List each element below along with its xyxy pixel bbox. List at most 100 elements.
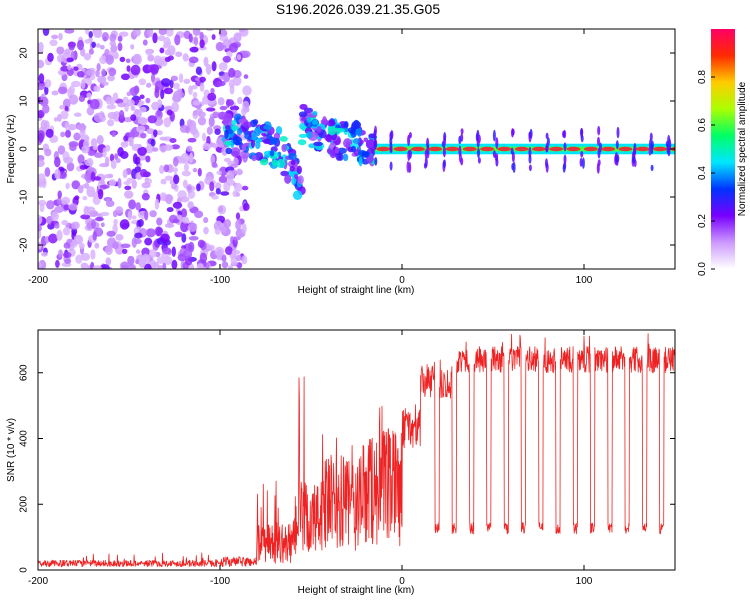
y-tick-label: 600 [19,364,30,381]
transition-blob [288,152,297,161]
noise-blob [216,248,223,259]
spectrogram-y-ticks: -20 -10 0 10 20 [19,47,675,252]
noise-blob [243,74,249,79]
noise-blob [121,248,128,255]
transition-blob [365,139,376,150]
noise-blob [56,114,62,122]
noise-blob [192,100,201,106]
sideband-blob [460,128,464,135]
transition-blob [263,124,272,130]
noise-blob [231,249,241,255]
noise-blob [64,258,72,265]
noise-blob [214,182,222,190]
x-tick-label: -200 [28,275,48,286]
noise-blob [209,181,215,192]
carrier-peak [635,146,650,152]
noise-blob [160,233,170,243]
noise-blob [42,29,50,37]
sideband-blob [616,154,620,163]
noise-blob [120,151,129,159]
noise-blob [188,85,193,95]
noise-blob [119,219,130,230]
transition-blob [279,135,288,142]
sideband-blob [374,138,378,149]
sideband-blob [650,164,654,172]
noise-blob [137,146,147,156]
noise-blob [199,82,205,93]
noise-blob [61,219,69,226]
noise-blob [101,68,106,77]
noise-blob [197,116,207,126]
noise-blob [221,261,229,269]
y-tick-label: 200 [19,495,30,512]
noise-blob [84,39,91,44]
transition-blob [306,116,312,124]
noise-blob [63,156,74,164]
noise-blob [194,210,204,219]
transition-blob [297,139,307,146]
noise-blob [236,54,242,61]
noise-blob [147,115,157,124]
noise-blob [166,109,173,116]
noise-blob [132,29,142,37]
noise-blob [119,56,126,63]
noise-blob [77,185,84,194]
transition-blob [293,173,299,180]
noise-blob [96,63,101,72]
noise-blob [115,158,121,164]
noise-blob [226,50,233,58]
y-tick-label: 0 [19,146,30,152]
colorbar-tick-label: 0.6 [697,118,708,132]
noise-blob [131,215,137,220]
noise-blob [138,78,147,86]
sideband-blob [562,130,566,138]
noise-blob [88,30,93,39]
noise-blob [83,53,92,61]
noise-blob [203,216,209,224]
noise-blob [59,105,66,110]
transition-blob [222,117,233,127]
noise-blob [221,146,228,156]
noise-blob [241,223,247,234]
noise-blob [208,116,215,128]
noise-blob [63,242,71,249]
y-tick-label: 20 [19,47,30,59]
x-tick-label: 100 [576,576,593,587]
sideband-blob [443,132,447,142]
noise-blob [192,110,199,120]
transition-blob [251,131,257,141]
x-tick-label: 0 [399,275,405,286]
noise-blob [127,210,133,221]
noise-blob [78,242,85,249]
snr-series-line [38,333,675,568]
noise-blob [131,237,137,248]
noise-blob [186,183,193,194]
noise-blob [165,193,173,205]
noise-blob [94,216,104,222]
noise-blob [101,32,110,41]
noise-blob [210,87,215,94]
sideband-blob [581,157,585,169]
transition-blob [232,136,243,146]
noise-blob [211,34,216,40]
noise-blob [130,44,135,50]
noise-blob [160,88,165,100]
noise-blob [217,97,225,106]
noise-blob [90,219,97,230]
noise-blob [147,54,155,62]
noise-blob [64,122,70,131]
noise-blob [92,143,98,151]
sideband-blob [528,164,532,172]
noise-blob [145,49,153,56]
sideband-blob [545,144,549,153]
noise-blob [226,99,234,106]
noise-blob [61,200,68,205]
x-tick-label: -100 [210,275,230,286]
noise-blob [164,256,173,265]
noise-blob [38,241,42,250]
y-tick-label: -10 [19,189,30,204]
noise-blob [150,138,156,147]
noise-blob [85,69,96,76]
transition-blob [320,119,329,124]
sideband-blob [597,159,601,167]
